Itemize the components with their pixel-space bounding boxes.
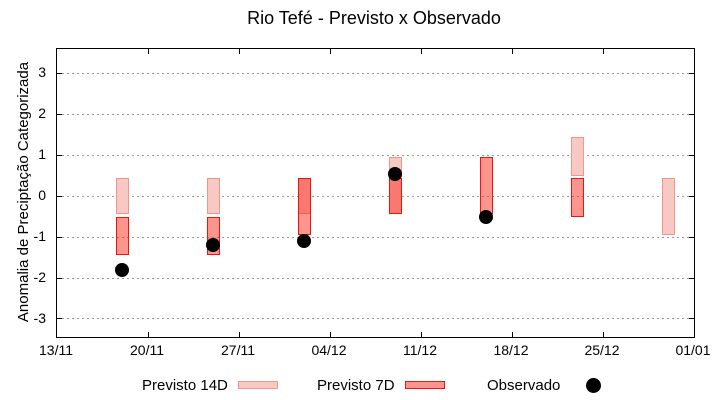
y-tickmark-left: [57, 154, 62, 156]
x-tick-label: 01/01: [675, 342, 711, 358]
chart-title: Rio Tefé - Previsto x Observado: [247, 8, 501, 28]
chart-legend: Previsto 14D Previsto 7D Observado: [0, 374, 720, 398]
y-tickmark-left: [57, 72, 62, 74]
y-tickmark-right: [689, 154, 694, 156]
previsto-7d-bar: [297, 177, 311, 235]
gridline: [57, 195, 694, 197]
y-tick-label: -3: [33, 309, 46, 326]
y-tickmark-left: [57, 236, 62, 238]
previsto-7d-bar: [115, 216, 129, 256]
gridline: [57, 113, 694, 115]
y-tickmark-right: [689, 277, 694, 279]
previsto-7d-bar: [570, 177, 584, 217]
legend-item-previsto-14d: Previsto 14D: [142, 374, 278, 396]
legend-label-observado: Observado: [487, 376, 561, 394]
x-tick-label: 25/12: [584, 342, 620, 358]
x-tickmark-bottom: [511, 332, 513, 337]
gridline: [57, 318, 694, 320]
observado-dot: [388, 166, 402, 181]
y-tick-label: 1: [38, 146, 46, 163]
y-tickmark-right: [689, 236, 694, 238]
observado-dot: [206, 238, 220, 253]
gridline: [57, 72, 694, 74]
previsto-7d-bar: [388, 177, 402, 215]
x-tickmark-bottom: [238, 332, 240, 337]
plot-area: [56, 48, 695, 338]
y-tick-label: 0: [38, 187, 46, 204]
gridline: [57, 154, 694, 156]
x-tickmark-top: [147, 49, 149, 54]
previsto-7d-swatch-icon: [404, 381, 445, 389]
y-tick-label: 3: [38, 64, 46, 81]
y-tickmark-left: [57, 113, 62, 115]
observado-dot: [479, 209, 493, 224]
previsto-14d-bar: [206, 177, 220, 215]
previsto-14d-bar: [115, 177, 129, 215]
x-tickmark-bottom: [602, 332, 604, 337]
x-tickmark-bottom: [420, 332, 422, 337]
x-tick-label: 20/11: [130, 342, 164, 358]
x-tick-label: 11/12: [403, 342, 437, 358]
x-tickmark-top: [238, 49, 240, 54]
y-tickmark-left: [57, 277, 62, 279]
y-tickmark-right: [689, 113, 694, 115]
legend-item-observado: Observado: [487, 374, 602, 396]
observado-dot-icon: [586, 377, 602, 393]
x-tickmark-bottom: [329, 332, 331, 337]
y-tickmark-left: [57, 318, 62, 320]
legend-item-previsto-7d: Previsto 7D: [317, 374, 445, 396]
previsto-7d-bar: [479, 157, 493, 215]
x-tickmark-top: [602, 49, 604, 54]
y-tickmark-right: [689, 318, 694, 320]
gridline: [57, 277, 694, 279]
x-tick-label: 13/11: [39, 342, 73, 358]
legend-label-previsto-7d: Previsto 7D: [317, 376, 395, 394]
x-tickmark-top: [420, 49, 422, 54]
observado-dot: [115, 262, 129, 277]
y-tickmark-right: [689, 72, 694, 74]
x-tickmark-top: [329, 49, 331, 54]
observado-dot: [297, 234, 311, 249]
y-tickmark-left: [57, 195, 62, 197]
y-tick-label: -2: [33, 269, 46, 285]
previsto-14d-bar: [661, 177, 675, 235]
previsto-14d-swatch-icon: [237, 381, 278, 389]
x-tick-label: 18/12: [493, 342, 529, 358]
gridline: [57, 236, 694, 238]
x-tick-label: 27/11: [221, 342, 255, 358]
x-tickmark-top: [511, 49, 513, 54]
y-tick-label: 2: [38, 105, 46, 122]
y-tick-label: -1: [33, 228, 46, 245]
x-tick-label: 04/12: [311, 342, 347, 358]
x-tickmark-bottom: [147, 332, 149, 337]
previsto-14d-bar: [570, 136, 584, 176]
legend-label-previsto-14d: Previsto 14D: [142, 376, 228, 394]
y-tickmark-right: [689, 195, 694, 197]
